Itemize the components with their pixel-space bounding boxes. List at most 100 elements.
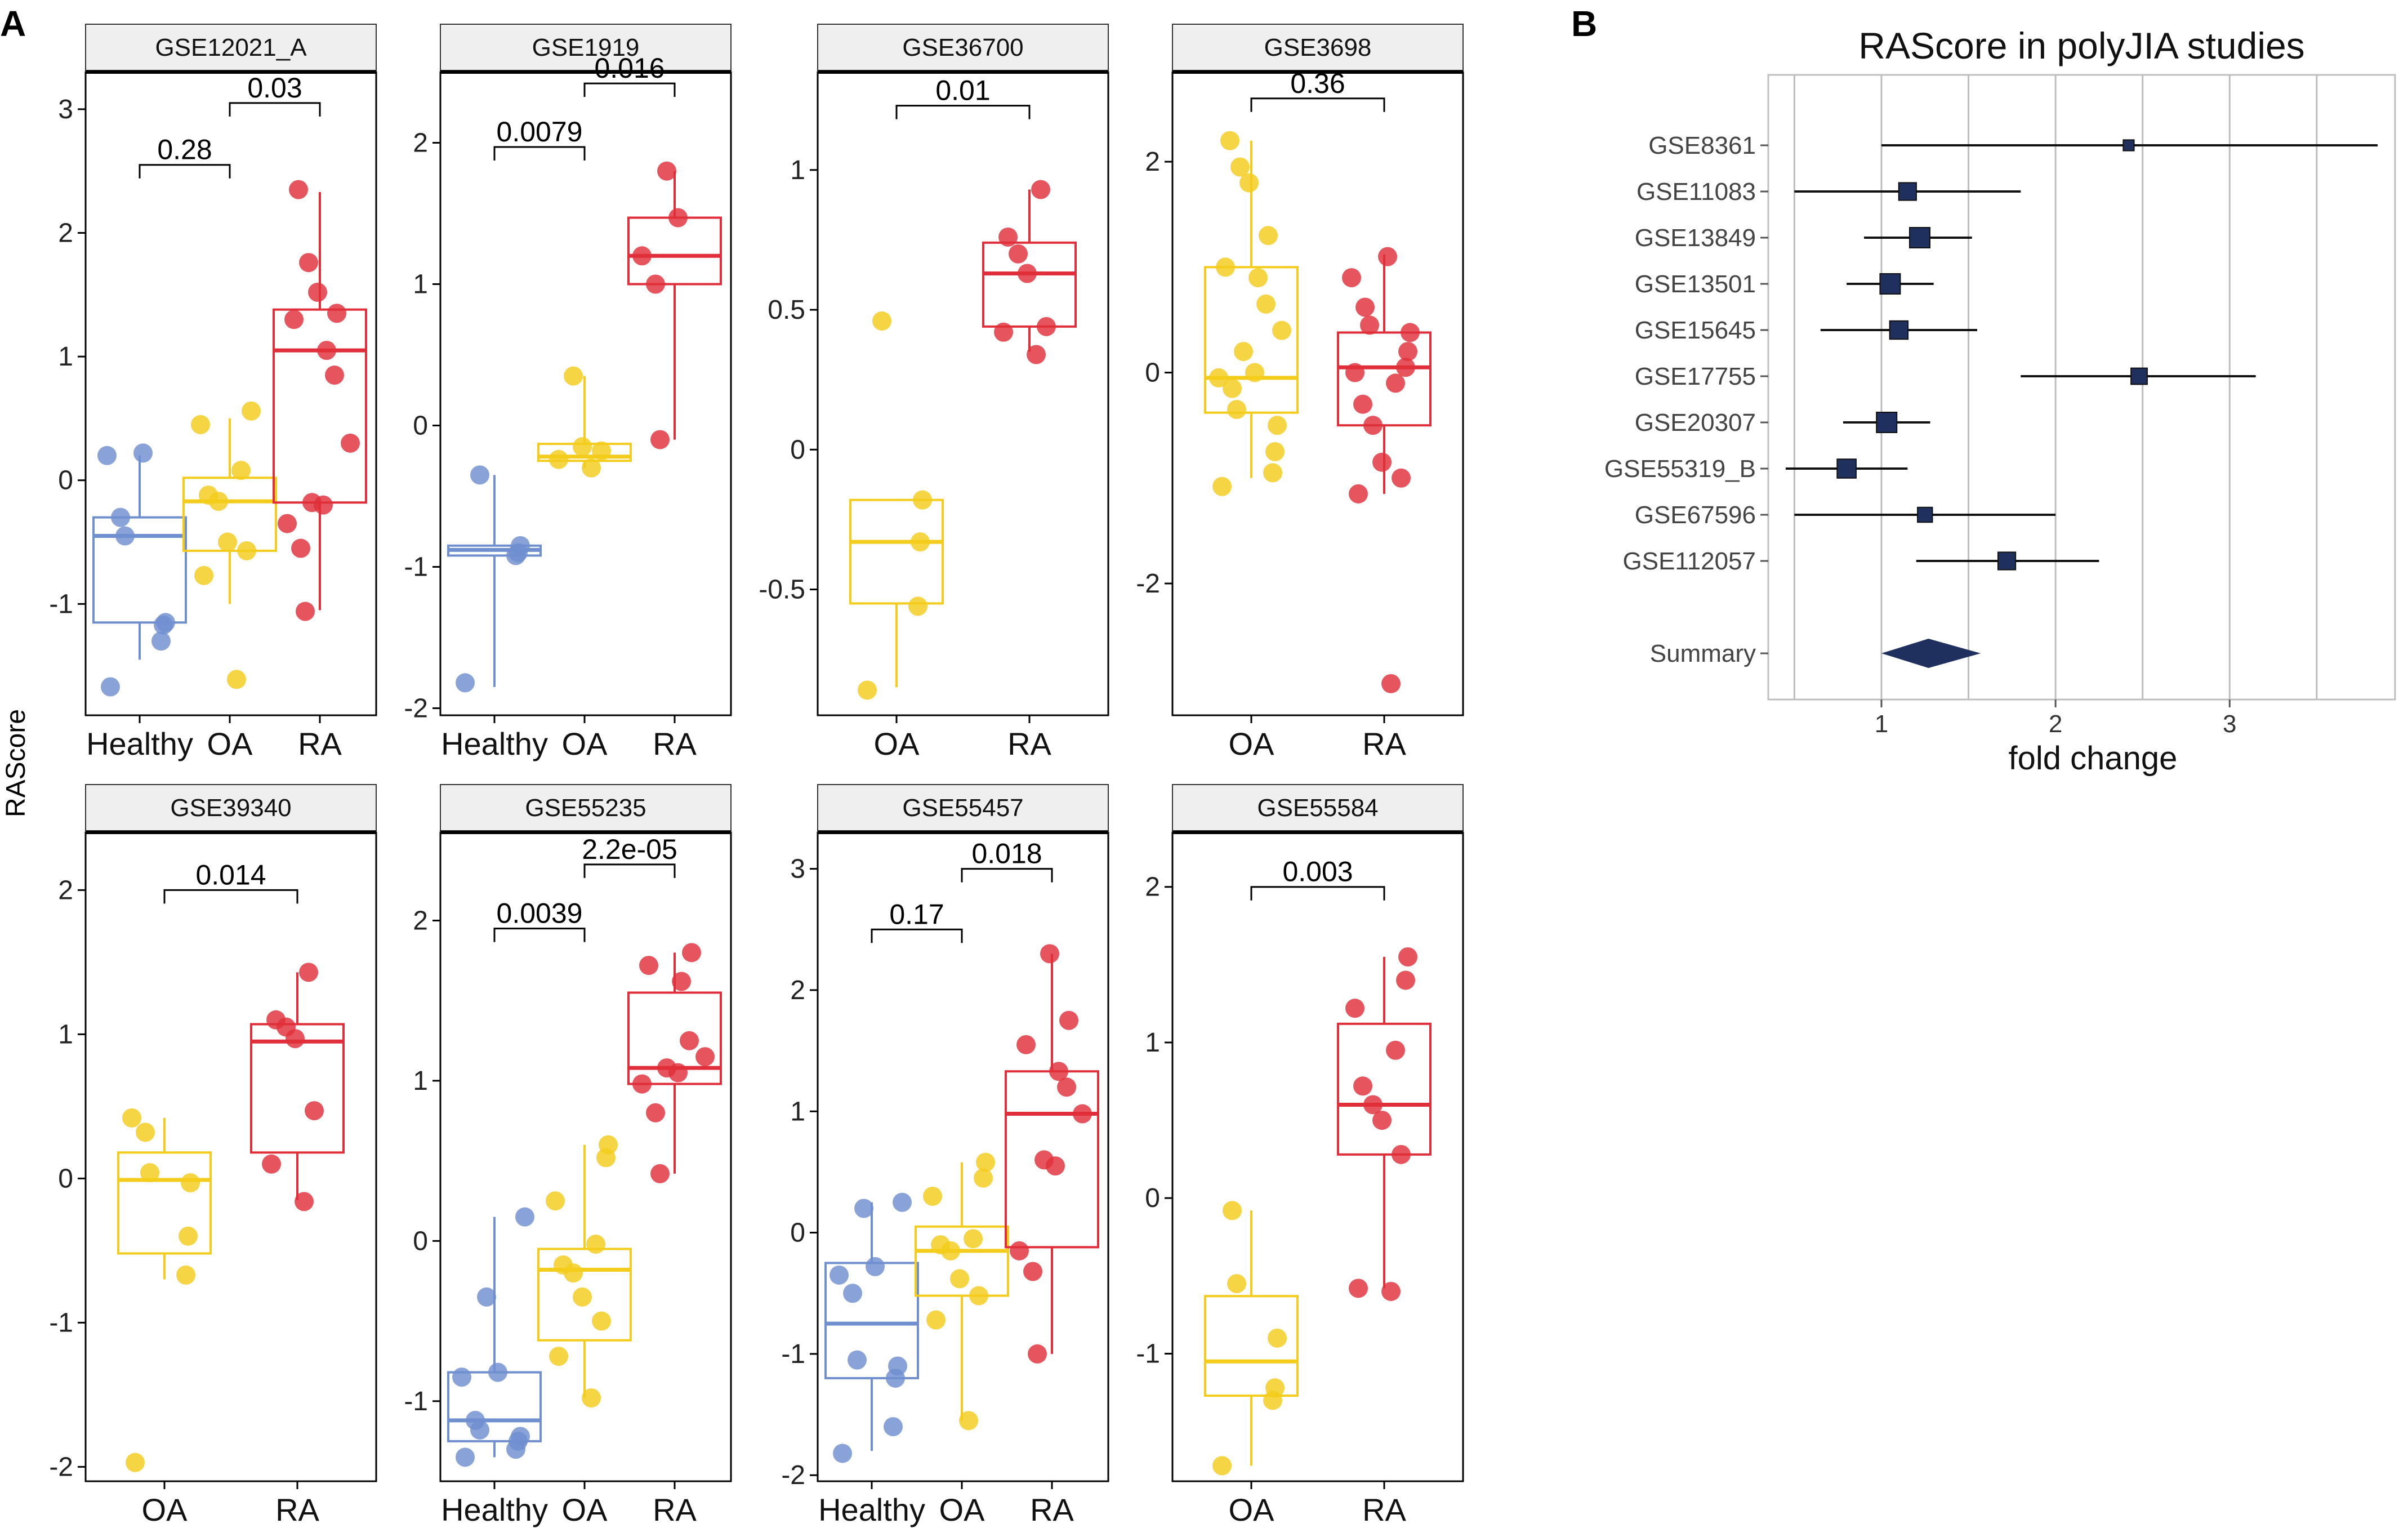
data-point: [632, 246, 652, 266]
data-point: [1259, 226, 1278, 246]
box: [1204, 1295, 1299, 1397]
series-RA: [1337, 947, 1432, 1301]
data-point: [586, 1235, 605, 1254]
x-category-label: OA: [562, 1492, 608, 1527]
data-point: [1265, 1378, 1285, 1398]
data-point: [908, 596, 927, 616]
data-point: [1031, 180, 1050, 199]
data-point: [278, 514, 297, 533]
y-tick-label: 2: [1145, 147, 1160, 177]
y-tick-label: 0.5: [768, 295, 805, 325]
data-point: [477, 1287, 496, 1307]
panel-GSE55235: GSE55235 -1 0 1 2 Healthy OA RA 0.0039 2.2e-05: [404, 784, 732, 1527]
significance-bracket: [493, 146, 586, 161]
study-label: GSE67596: [1635, 501, 1756, 529]
y-tick-label: 2: [1145, 872, 1160, 902]
data-point: [218, 532, 237, 552]
data-point: [998, 227, 1018, 247]
y-tick-label: 2: [58, 219, 73, 248]
data-point: [1245, 363, 1264, 382]
p-value-label: 0.0039: [497, 898, 583, 929]
panel-title: GSE55235: [525, 794, 646, 822]
data-point: [1342, 268, 1361, 288]
data-point: [97, 446, 117, 465]
y-tick-label: 3: [790, 854, 805, 884]
data-point: [1227, 1274, 1246, 1294]
x-category-label: RA: [1030, 1492, 1074, 1527]
data-point: [884, 1417, 903, 1437]
significance-bracket: [229, 102, 321, 117]
data-point: [126, 1453, 145, 1472]
data-point: [194, 565, 213, 585]
x-category-label: OA: [939, 1492, 986, 1527]
data-point: [582, 1388, 601, 1408]
y-tick-label: 0: [413, 1226, 428, 1256]
box: [1337, 1022, 1432, 1156]
data-point: [284, 310, 304, 329]
data-point: [582, 458, 601, 478]
data-point: [1239, 173, 1259, 193]
data-point: [964, 1229, 983, 1249]
data-point: [959, 1411, 978, 1431]
data-point: [470, 465, 489, 485]
panel-title: GSE55457: [902, 794, 1023, 822]
study-label: GSE13501: [1635, 270, 1756, 298]
study-label: GSE15645: [1635, 317, 1756, 344]
data-point: [299, 963, 318, 982]
y-tick-label: 0: [1145, 1183, 1160, 1213]
data-point: [843, 1284, 862, 1303]
data-point: [1212, 476, 1232, 496]
x-category-label: RA: [653, 1492, 697, 1527]
forest-row-GSE17755: GSE17755: [1635, 363, 2256, 390]
x-category-label: OA: [874, 726, 920, 761]
data-point: [1016, 1035, 1036, 1054]
data-point: [296, 602, 315, 621]
series-OA: [915, 1152, 1009, 1431]
panel-GSE3698: GSE3698 -2 0 2 OA RA 0.36: [1136, 24, 1464, 761]
plot-frame: [1171, 831, 1464, 1482]
data-point: [1372, 1111, 1392, 1130]
data-point: [976, 1152, 995, 1172]
significance-bracket: [1250, 886, 1385, 901]
x-category-label: Healthy: [818, 1492, 925, 1527]
plot-frame: [84, 831, 377, 1482]
panel-title: GSE12021_A: [155, 34, 307, 61]
y-tick-label: -1: [49, 589, 73, 619]
data-point: [1023, 1262, 1042, 1281]
data-point: [1349, 1278, 1368, 1298]
data-point: [151, 631, 171, 651]
data-point: [1268, 1328, 1287, 1348]
data-point: [115, 526, 135, 546]
box-panels: GSE12021_A -1 0 1 2 3 Healthy OA RA 0.28 0.03 GSE19…: [49, 24, 1464, 1527]
strip-header: [440, 24, 732, 71]
data-point: [1372, 452, 1392, 472]
series-OA: [849, 311, 944, 700]
data-point: [317, 341, 336, 360]
forest-row-GSE11083: GSE11083: [1636, 178, 2021, 206]
data-point: [227, 670, 246, 689]
data-point: [592, 441, 611, 461]
data-point: [122, 1108, 141, 1128]
data-point: [913, 490, 932, 510]
data-point: [680, 1031, 699, 1050]
strip-header: [440, 784, 732, 831]
data-point: [646, 274, 665, 294]
significance-bracket: [583, 82, 676, 97]
y-tick-label: -1: [1136, 1339, 1160, 1369]
data-point: [231, 461, 251, 480]
panel-title: GSE55584: [1257, 794, 1378, 822]
data-point: [181, 1173, 200, 1193]
data-point: [1398, 342, 1417, 362]
p-value-label: 0.014: [195, 859, 266, 890]
data-point: [1256, 294, 1276, 314]
panel-GSE55457: GSE55457 -2 -1 0 1 2 3 Healthy OA RA 0.17 0.018: [781, 784, 1109, 1527]
x-category-label: OA: [142, 1492, 188, 1527]
series-RA: [982, 180, 1077, 364]
p-value-label: 0.018: [971, 838, 1042, 870]
data-point: [682, 943, 701, 963]
significance-bracket: [139, 164, 231, 179]
x-category-label: RA: [1362, 1492, 1406, 1527]
forest-plot: RAScore in polyJIA studies 1 2 3 fold change…: [1604, 25, 2396, 777]
study-label: GSE20307: [1635, 409, 1756, 436]
y-tick-label: 1: [413, 1066, 428, 1096]
